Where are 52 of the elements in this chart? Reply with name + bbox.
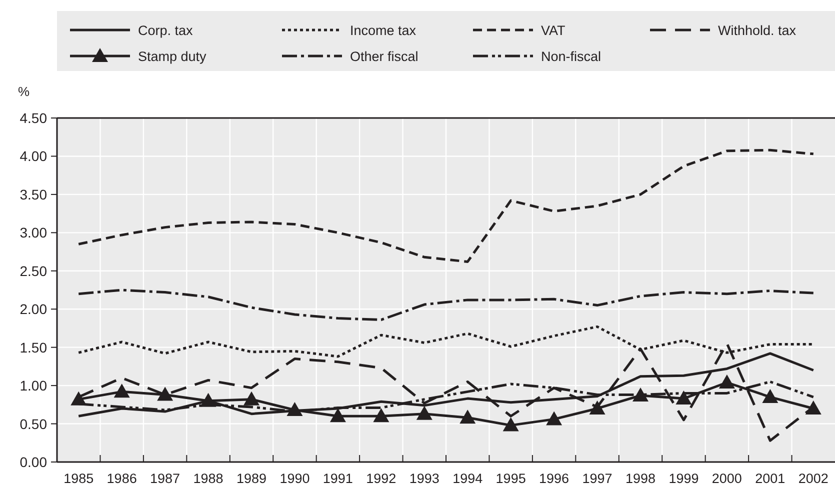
x-tick-label: 2001 bbox=[755, 471, 786, 486]
x-tick-label: 2002 bbox=[798, 471, 828, 486]
y-tick-label: 3.00 bbox=[20, 224, 48, 241]
line-series bbox=[77, 148, 815, 263]
y-tick-label: 0.50 bbox=[20, 416, 48, 432]
y-axis-title: % bbox=[18, 84, 30, 99]
legend-label: Non-fiscal bbox=[541, 49, 602, 64]
point bbox=[330, 408, 346, 422]
x-tick-label: 2000 bbox=[712, 471, 742, 486]
x-tick-label: 1998 bbox=[625, 471, 656, 486]
legend-label: Stamp duty bbox=[138, 49, 207, 64]
legend-label: Withhold. tax bbox=[718, 23, 796, 38]
x-tick-label: 1991 bbox=[322, 471, 353, 486]
y-tick-label: 2.00 bbox=[20, 301, 48, 318]
x-tick-label: 1994 bbox=[452, 471, 484, 486]
point bbox=[589, 400, 606, 414]
point bbox=[460, 410, 476, 424]
point bbox=[805, 400, 822, 414]
point bbox=[157, 386, 174, 401]
point bbox=[373, 408, 390, 422]
point bbox=[546, 411, 562, 426]
y-tick-label: 1.00 bbox=[20, 378, 48, 394]
point bbox=[676, 390, 692, 405]
y-tick-label: 3.50 bbox=[20, 186, 48, 202]
line-series bbox=[77, 288, 815, 322]
y-tick-label: 2.50 bbox=[20, 262, 48, 279]
point bbox=[114, 384, 130, 398]
point bbox=[502, 417, 519, 432]
x-tick-label: 1988 bbox=[193, 471, 224, 486]
legend-label: Income tax bbox=[350, 23, 416, 38]
x-tick-label: 1995 bbox=[496, 471, 526, 486]
point bbox=[416, 406, 432, 420]
x-tick-label: 1990 bbox=[280, 471, 310, 486]
y-tick-label: 4.00 bbox=[20, 148, 48, 164]
legend-label: VAT bbox=[541, 23, 566, 38]
legend-label: Corp. tax bbox=[138, 23, 194, 38]
x-tick-label: 1985 bbox=[64, 471, 94, 486]
x-tick-label: 1989 bbox=[236, 471, 267, 486]
y-tick-label: 1.50 bbox=[20, 339, 48, 356]
x-tick-label: 1992 bbox=[366, 471, 396, 486]
point bbox=[762, 389, 778, 404]
legend-label: Other fiscal bbox=[350, 49, 418, 64]
x-tick-label: 1997 bbox=[582, 471, 612, 486]
point bbox=[718, 374, 735, 388]
x-tick-label: 1996 bbox=[539, 471, 570, 486]
y-tick-label: 4.50 bbox=[20, 110, 48, 126]
y-tick-label: 0.00 bbox=[20, 454, 48, 470]
x-tick-label: 1993 bbox=[409, 471, 440, 486]
x-tick-label: 1987 bbox=[150, 471, 180, 486]
point bbox=[244, 391, 260, 406]
x-tick-label: 1986 bbox=[106, 471, 137, 486]
x-tick-label: 1999 bbox=[668, 471, 699, 486]
